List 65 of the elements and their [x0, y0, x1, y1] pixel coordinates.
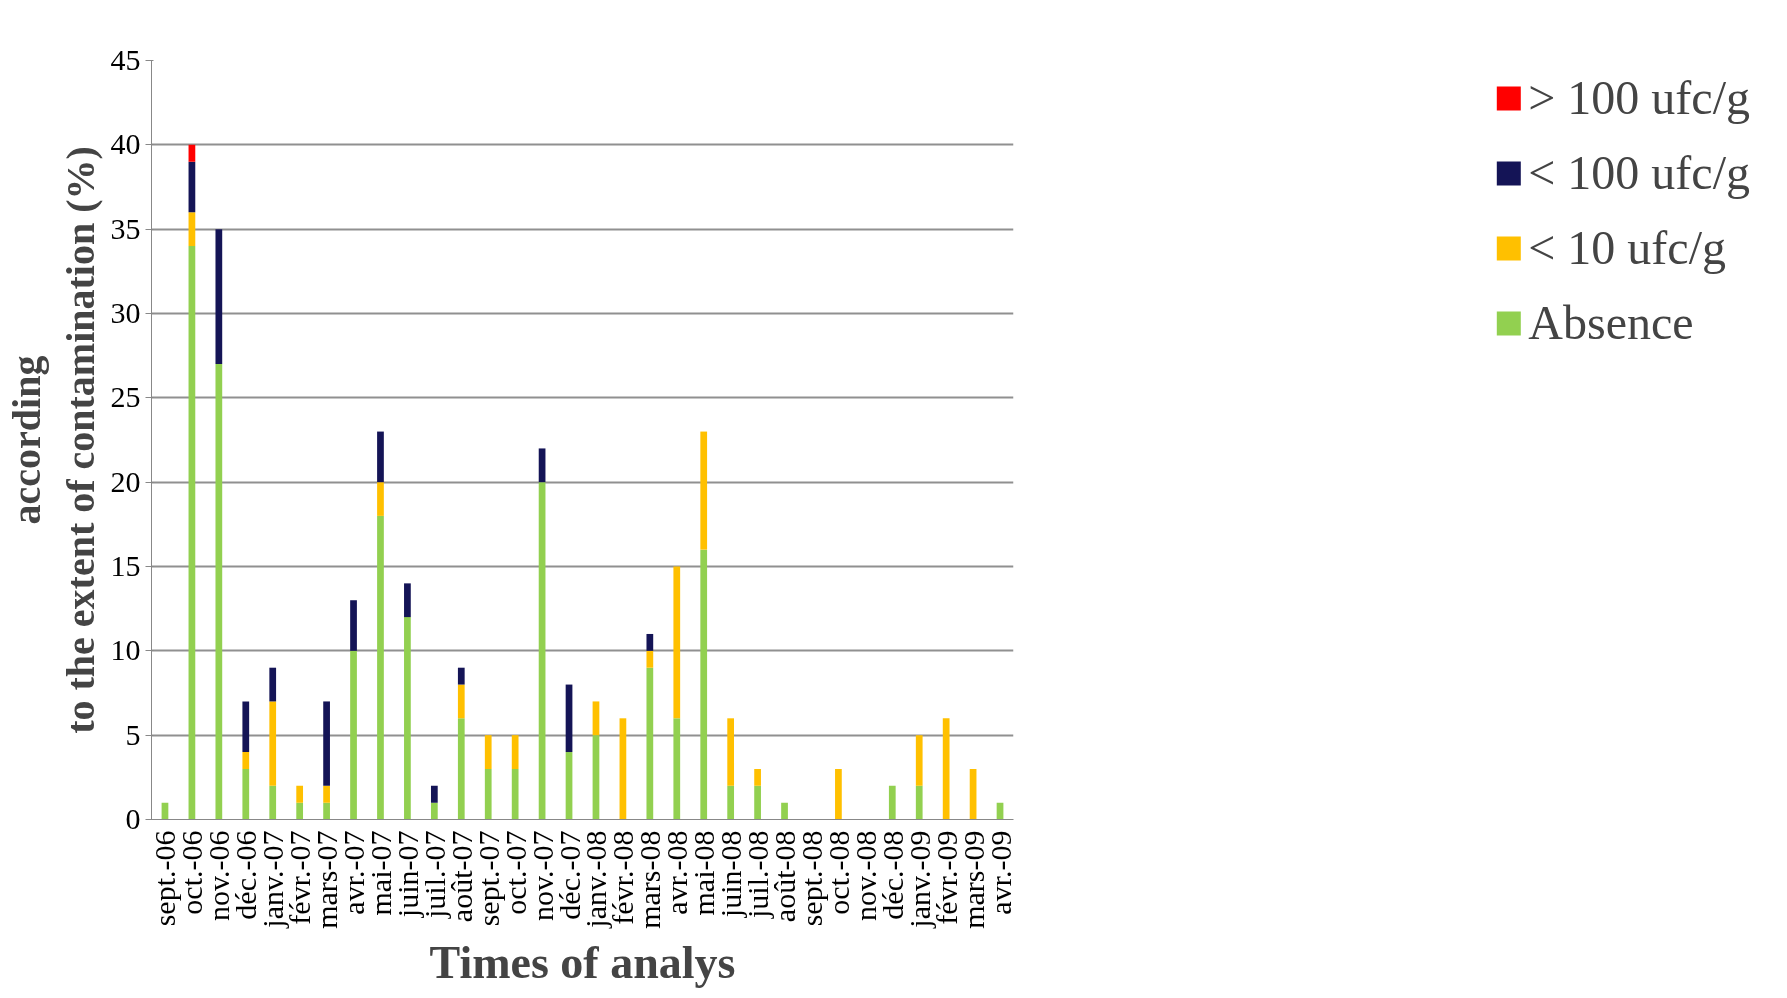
- x-axis-title: Times of analys: [429, 936, 736, 988]
- bar: [323, 785, 330, 803]
- bar: [781, 802, 788, 820]
- y-tick-label: 15: [110, 549, 141, 582]
- bar: [457, 684, 465, 719]
- bar: [269, 701, 277, 786]
- y-tick-label: 20: [110, 464, 141, 498]
- bar: [511, 768, 519, 820]
- bar: [673, 566, 681, 719]
- bar: [592, 701, 600, 736]
- bar: [350, 650, 357, 820]
- bar: [646, 650, 654, 668]
- bar: [242, 752, 250, 769]
- bar: [457, 667, 465, 685]
- legend-label: < 10 ufc/g: [1528, 220, 1726, 275]
- bar: [754, 785, 761, 820]
- bar: [727, 718, 735, 786]
- bar: [484, 768, 492, 820]
- legend-label: > 100 ufc/g: [1528, 70, 1750, 125]
- bar: [430, 785, 438, 803]
- bar: [269, 667, 277, 702]
- bar: [673, 718, 681, 820]
- bar: [323, 701, 330, 786]
- bar: [377, 431, 384, 483]
- legend-label: Absence: [1528, 295, 1694, 350]
- bar: [754, 768, 761, 786]
- bar: [700, 431, 708, 550]
- bar: [915, 785, 923, 820]
- bar: [188, 212, 196, 247]
- bar: [215, 364, 223, 820]
- bar: [646, 667, 654, 820]
- bar: [242, 768, 250, 820]
- bar: [888, 785, 896, 820]
- bar: [377, 515, 384, 820]
- bar: [511, 735, 519, 769]
- bar: [646, 633, 654, 651]
- y-tick-label: 10: [110, 633, 141, 667]
- bar: [404, 583, 411, 618]
- bar: [377, 482, 384, 516]
- y-axis-title: according to the extent of contamination (%): [3, 146, 103, 734]
- bar: [404, 617, 411, 820]
- bar: [942, 718, 950, 820]
- legend-label: < 100 ufc/g: [1528, 145, 1750, 200]
- bar: [484, 735, 492, 769]
- bar: [215, 229, 223, 365]
- y-tick-label: 35: [110, 211, 141, 245]
- bar: [457, 718, 465, 820]
- y-tick-label: 40: [110, 127, 141, 161]
- bar: [835, 768, 842, 820]
- bar: [350, 600, 357, 651]
- y-tick-label: 5: [125, 717, 141, 751]
- bar: [269, 785, 277, 820]
- bar: [538, 448, 546, 483]
- y-tick-label: 45: [110, 43, 141, 76]
- y-tick-label: 25: [110, 380, 141, 414]
- bar: [323, 802, 330, 820]
- bar: [296, 802, 304, 820]
- bar: [430, 802, 438, 820]
- bar: [700, 549, 708, 820]
- bar: [727, 785, 735, 820]
- y-tick-label: 0: [125, 802, 141, 835]
- bar: [242, 701, 250, 753]
- y-tick-label: 30: [110, 296, 141, 329]
- bar: [296, 785, 304, 803]
- bar: [915, 735, 923, 786]
